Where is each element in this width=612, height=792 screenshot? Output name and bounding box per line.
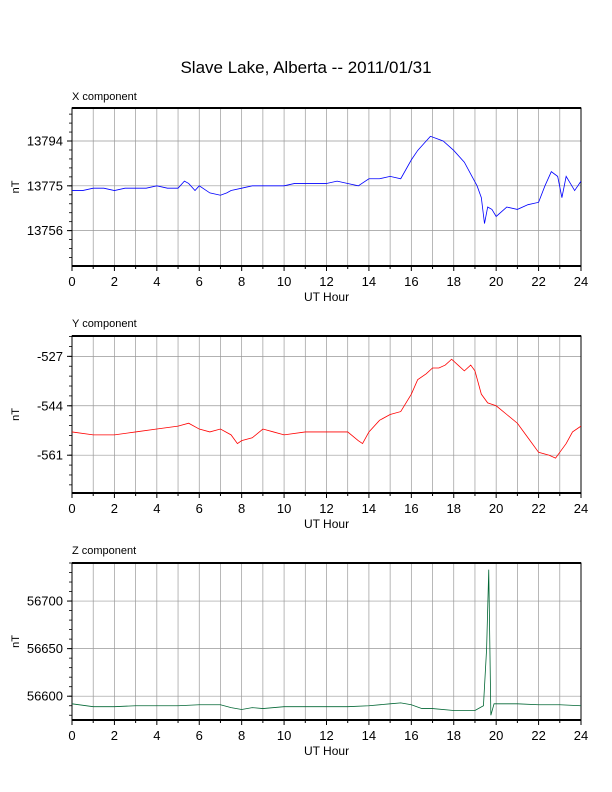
x-x-tick-label: 22 <box>531 274 545 289</box>
x-x-tick-label: 4 <box>153 274 160 289</box>
y-x-tick-label: 22 <box>531 501 545 516</box>
x-y-tick-label: 13756 <box>27 223 63 238</box>
y-component-label: Y component <box>72 318 137 330</box>
x-x-tick-label: 6 <box>196 274 203 289</box>
z-x-tick-label: 14 <box>362 728 376 743</box>
page-title: Slave Lake, Alberta -- 2011/01/31 <box>180 58 432 77</box>
x-x-tick-label: 2 <box>111 274 118 289</box>
z-y-tick-label: 56650 <box>27 641 63 656</box>
x-series-line <box>72 135 581 224</box>
y-x-tick-label: 18 <box>447 501 461 516</box>
z-x-tick-label: 4 <box>153 728 160 743</box>
z-x-tick-label: 20 <box>489 728 503 743</box>
x-x-tick-label: 20 <box>489 274 503 289</box>
x-x-tick-label: 18 <box>447 274 461 289</box>
y-x-tick-label: 16 <box>404 501 418 516</box>
y-x-tick-label: 8 <box>238 501 245 516</box>
z-series-line <box>72 569 581 716</box>
y-x-tick-label: 6 <box>196 501 203 516</box>
x-x-tick-label: 8 <box>238 274 245 289</box>
x-x-axis-label: UT Hour <box>304 290 349 304</box>
y-x-tick-label: 12 <box>319 501 333 516</box>
y-x-tick-label: 14 <box>362 501 376 516</box>
y-x-tick-label: 24 <box>574 501 588 516</box>
y-y-axis-label: nT <box>10 408 22 421</box>
z-component-label: Z component <box>72 545 137 557</box>
y-x-tick-label: 4 <box>153 501 160 516</box>
z-y-tick-label: 56600 <box>27 689 63 704</box>
y-x-tick-label: 10 <box>277 501 291 516</box>
z-x-tick-label: 12 <box>319 728 333 743</box>
z-x-tick-label: 24 <box>574 728 588 743</box>
x-y-tick-label: 13794 <box>27 134 63 149</box>
z-y-tick-label: 56700 <box>27 594 63 609</box>
z-x-tick-label: 22 <box>531 728 545 743</box>
y-y-tick-label: -544 <box>37 398 63 413</box>
y-y-tick-label: -527 <box>37 349 63 364</box>
x-x-tick-label: 0 <box>68 274 75 289</box>
y-x-tick-label: 0 <box>68 501 75 516</box>
y-series-line <box>72 358 581 459</box>
y-x-axis-label: UT Hour <box>304 517 349 531</box>
z-x-tick-label: 18 <box>447 728 461 743</box>
x-x-tick-label: 12 <box>319 274 333 289</box>
z-x-tick-label: 16 <box>404 728 418 743</box>
x-x-tick-label: 14 <box>362 274 376 289</box>
x-y-axis-label: nT <box>10 180 22 193</box>
z-x-tick-label: 10 <box>277 728 291 743</box>
z-x-tick-label: 8 <box>238 728 245 743</box>
x-x-tick-label: 24 <box>574 274 588 289</box>
x-x-tick-label: 10 <box>277 274 291 289</box>
y-x-tick-label: 20 <box>489 501 503 516</box>
y-y-tick-label: -561 <box>37 448 63 463</box>
x-y-tick-label: 13775 <box>27 178 63 193</box>
z-x-axis-label: UT Hour <box>304 744 349 758</box>
z-x-tick-label: 2 <box>111 728 118 743</box>
y-x-tick-label: 2 <box>111 501 118 516</box>
z-x-tick-label: 6 <box>196 728 203 743</box>
x-x-tick-label: 16 <box>404 274 418 289</box>
x-component-label: X component <box>72 91 137 103</box>
z-x-tick-label: 0 <box>68 728 75 743</box>
z-y-axis-label: nT <box>10 635 22 648</box>
